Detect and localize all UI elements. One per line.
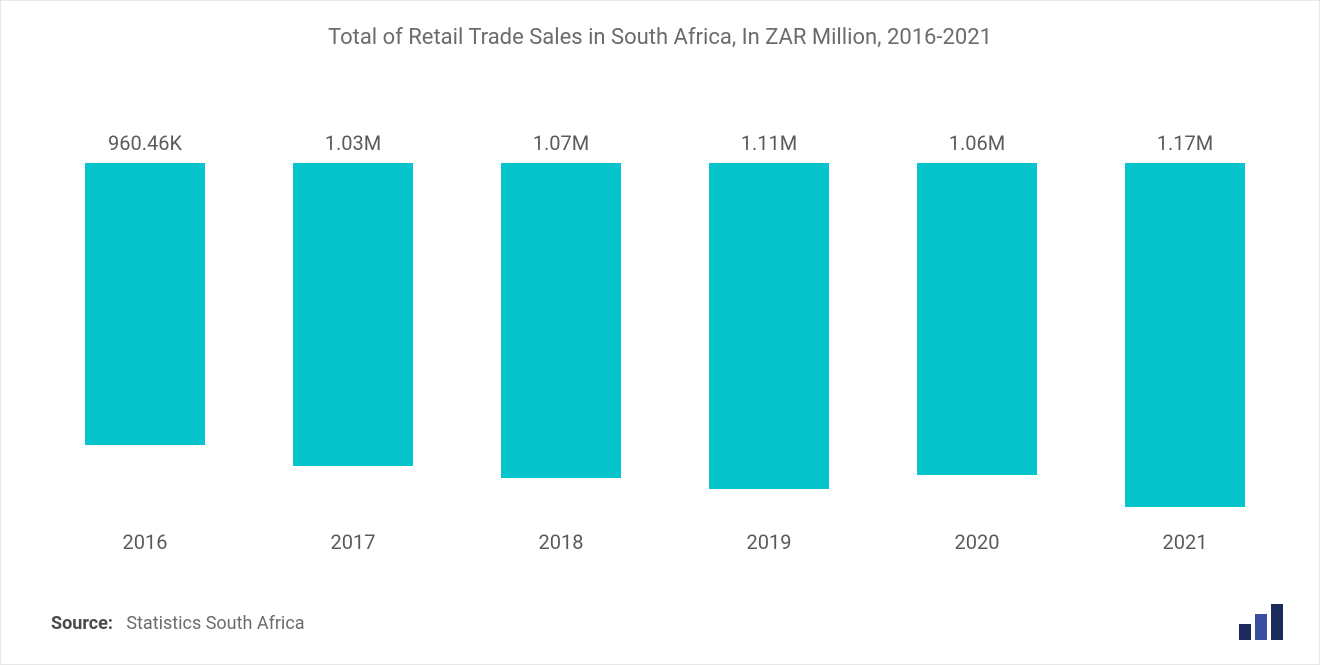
bar-rect [709, 163, 829, 489]
bars-group: 960.46K 1.03M 1.07M 1.11M 1.06M 1.17M [41, 131, 1289, 509]
logo-bar-icon [1271, 604, 1283, 640]
x-axis-label: 2018 [457, 530, 665, 554]
bar-value-label: 1.17M [1157, 131, 1213, 155]
logo-bar-icon [1255, 614, 1267, 640]
x-axis-label: 2021 [1081, 530, 1289, 554]
x-axis-labels: 2016 2017 2018 2019 2020 2021 [41, 530, 1289, 554]
x-axis-label: 2019 [665, 530, 873, 554]
bar-value-label: 960.46K [108, 131, 182, 155]
bar-slot: 960.46K [41, 131, 249, 509]
bar-value-label: 1.11M [741, 131, 797, 155]
bar-value-label: 1.07M [533, 131, 589, 155]
bar-rect [917, 163, 1037, 475]
x-axis-label: 2016 [41, 530, 249, 554]
bar-value-label: 1.03M [325, 131, 381, 155]
source-label: Source: [51, 613, 113, 634]
plot-area: 960.46K 1.03M 1.07M 1.11M 1.06M 1.17M [41, 131, 1289, 509]
source-line: Source: Statistics South Africa [51, 613, 305, 634]
source-text: Statistics South Africa [126, 613, 304, 634]
brand-logo [1239, 604, 1283, 640]
bar-slot: 1.17M [1081, 131, 1289, 509]
chart-container: Total of Retail Trade Sales in South Afr… [0, 0, 1320, 665]
bar-rect [85, 163, 205, 445]
chart-title: Total of Retail Trade Sales in South Afr… [1, 1, 1319, 60]
bar-slot: 1.03M [249, 131, 457, 509]
x-axis-label: 2017 [249, 530, 457, 554]
bar-rect [1125, 163, 1245, 507]
bar-rect [293, 163, 413, 466]
x-axis-label: 2020 [873, 530, 1081, 554]
bar-slot: 1.11M [665, 131, 873, 509]
bar-rect [501, 163, 621, 478]
bar-slot: 1.06M [873, 131, 1081, 509]
bar-slot: 1.07M [457, 131, 665, 509]
logo-bar-icon [1239, 624, 1251, 640]
bar-value-label: 1.06M [949, 131, 1005, 155]
